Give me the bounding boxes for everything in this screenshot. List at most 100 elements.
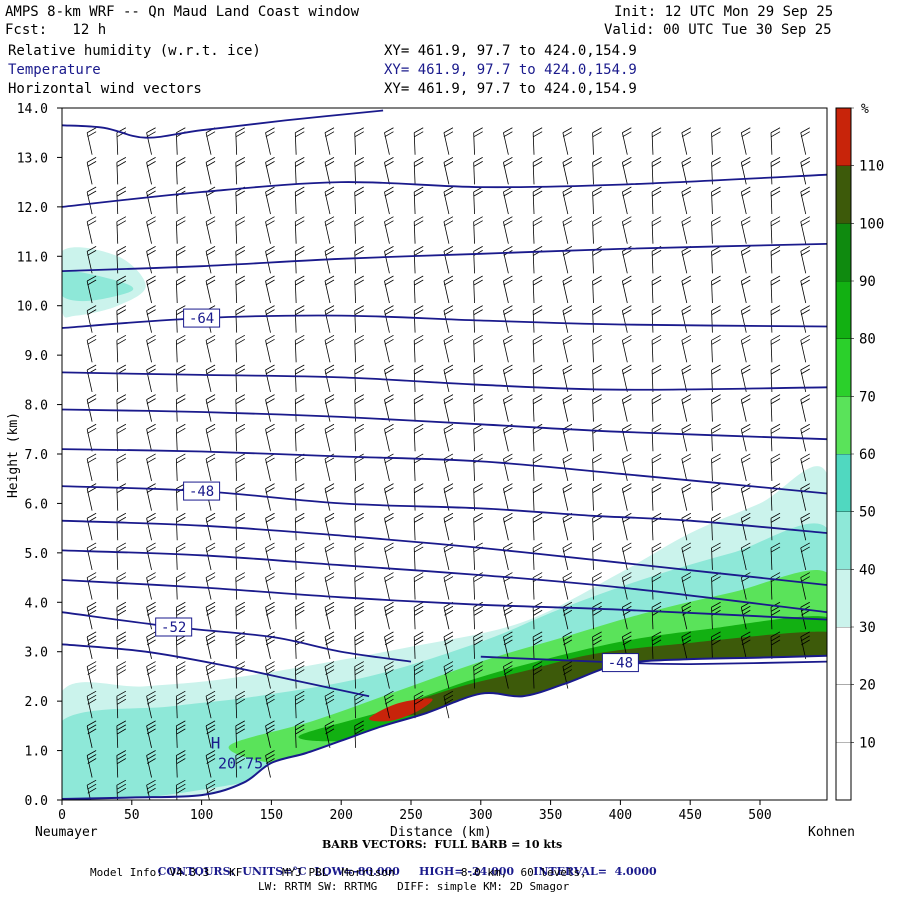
wind-barb: [294, 542, 305, 570]
wind-barb: [592, 157, 602, 185]
colorbar-swatch: [836, 223, 851, 281]
wind-barb: [146, 601, 156, 630]
wind-barb: [770, 127, 781, 155]
x-tick-label: 500: [748, 808, 771, 823]
wind-barb: [562, 453, 573, 482]
wind-barb: [770, 453, 781, 481]
wind-barb: [294, 394, 305, 422]
wind-barb: [503, 512, 513, 541]
wind-barb: [681, 394, 692, 422]
y-tick-label: 3.0: [25, 646, 48, 661]
wind-barb: [800, 572, 810, 600]
wind-barb: [384, 127, 394, 155]
endpoint-right: Kohnen: [808, 825, 855, 840]
wind-barb: [116, 601, 127, 630]
wind-barb: [770, 186, 781, 215]
x-tick-label: 0: [58, 808, 66, 823]
wind-barb: [681, 157, 692, 185]
wind-barb: [354, 661, 364, 689]
wind-barb: [294, 157, 305, 185]
wind-barb: [265, 334, 275, 363]
wind-barb: [473, 157, 483, 185]
wind-barb: [205, 720, 216, 748]
terrain-outline: [61, 654, 828, 800]
wind-barb: [235, 512, 245, 541]
wind-barb: [384, 216, 394, 244]
wind-barb: [443, 690, 454, 719]
wind-barb: [651, 394, 662, 422]
wind-barb: [473, 334, 483, 363]
wind-barb: [205, 631, 216, 659]
wind-barb: [235, 750, 246, 778]
wind-barb: [770, 423, 781, 452]
wind-barb: [235, 245, 245, 274]
wind-barb: [800, 275, 810, 304]
wind-barb: [205, 661, 216, 689]
wind-barb: [146, 423, 156, 452]
x-tick-label: 450: [678, 808, 701, 823]
contour-units: CONTOURS: UNITS=°C LOW=: [157, 865, 354, 878]
wind-barb: [503, 483, 513, 511]
y-tick-label: 4.0: [25, 596, 48, 611]
wind-barb: [413, 216, 424, 244]
wind-barb: [146, 512, 156, 541]
wind-barb: [651, 334, 662, 363]
wind-barb: [711, 186, 721, 215]
wind-barb: [562, 661, 573, 689]
wind-barb: [800, 245, 810, 274]
y-tick-label: 8.0: [25, 399, 48, 414]
wind-barb: [681, 216, 692, 244]
wind-barb: [324, 275, 335, 304]
wind-barb: [324, 245, 335, 274]
wind-barb: [294, 127, 305, 155]
wind-barb: [324, 542, 335, 571]
wind-barb: [86, 601, 97, 630]
wind-barb: [175, 245, 186, 274]
wind-barb: [86, 127, 97, 155]
wind-barb: [205, 334, 216, 363]
wind-barb: [621, 334, 632, 363]
wind-barb: [800, 394, 810, 422]
wind-barb: [740, 245, 751, 274]
contour-label: -52: [155, 617, 193, 637]
contour-low: -80.000: [353, 865, 400, 878]
wind-barb: [265, 750, 275, 778]
wind-barb: [324, 186, 335, 215]
wind-barb: [384, 690, 394, 719]
contour-labels-layer: -64 -48 -52 -48 H 20.75: [155, 308, 639, 772]
wind-barb: [235, 216, 245, 244]
wind-barb: [473, 364, 483, 392]
wind-barb: [532, 661, 543, 689]
wind-barb: [503, 127, 513, 155]
wind-barb: [146, 275, 156, 304]
wind-barb: [354, 127, 364, 155]
temperature-contour: [62, 173, 827, 208]
wind-barb: [681, 483, 692, 511]
wind-barb: [146, 453, 156, 482]
wind-barb: [205, 423, 216, 452]
wind-barb: [265, 572, 275, 600]
wind-barb: [592, 127, 602, 155]
wind-barb: [621, 542, 632, 571]
svg-text:-48: -48: [608, 656, 633, 672]
wind-barb: [384, 601, 394, 630]
wind-barb: [711, 334, 721, 363]
wind-barb: [592, 186, 602, 215]
wind-barb: [354, 186, 364, 215]
wind-barb: [413, 572, 424, 600]
wind-barb: [681, 275, 692, 304]
svg-text:20.75: 20.75: [218, 754, 263, 772]
wind-barb: [413, 275, 424, 304]
wind-barb: [503, 216, 513, 244]
wind-barb: [175, 157, 186, 185]
wind-barb: [146, 157, 156, 185]
wind-barb: [740, 453, 751, 482]
wind-barb: [205, 364, 216, 393]
wind-barb: [503, 631, 513, 659]
wind-barb: [621, 453, 632, 482]
temperature-contour: [62, 579, 827, 621]
wind-barb: [86, 334, 97, 363]
wind-barb: [681, 631, 692, 659]
wind-barb: [205, 750, 216, 778]
wind-barb: [116, 275, 127, 304]
